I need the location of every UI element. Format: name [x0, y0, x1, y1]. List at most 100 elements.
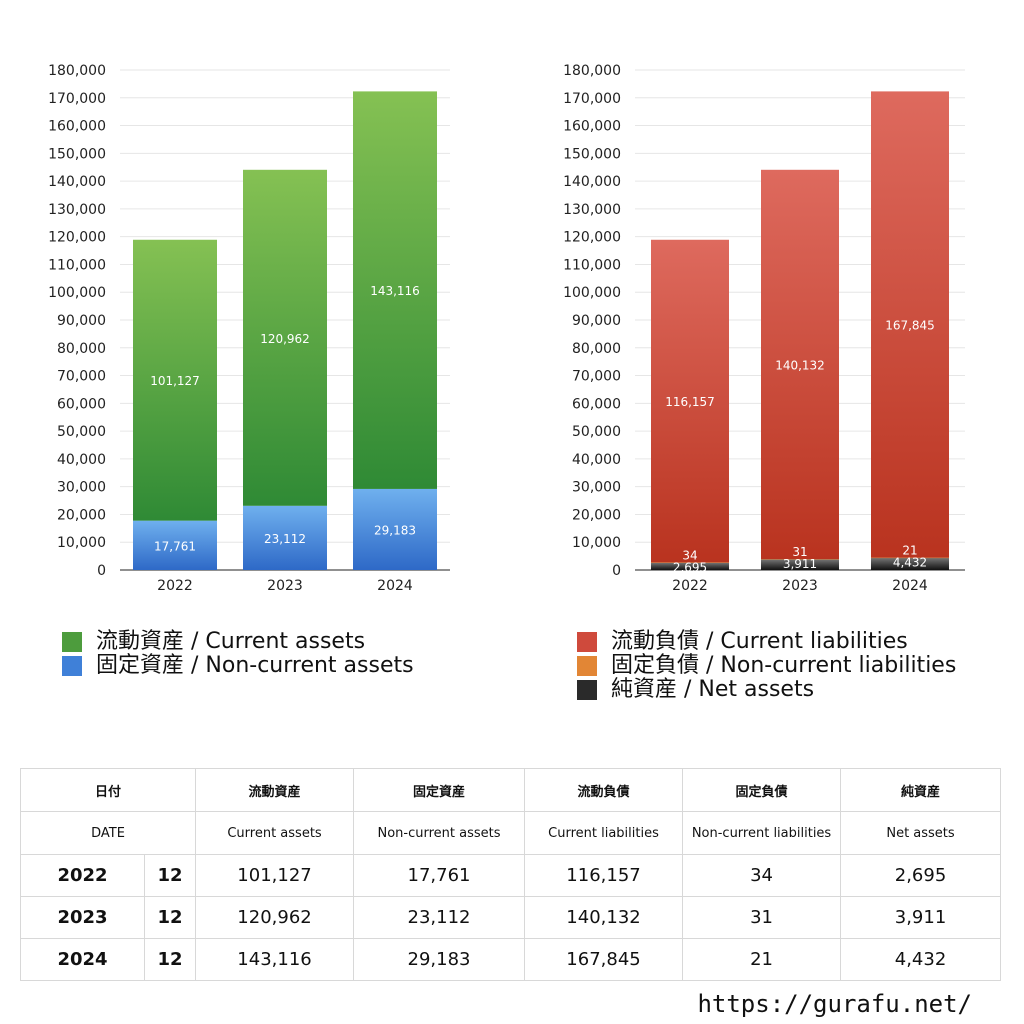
data-label: 21	[902, 544, 917, 558]
legend-item-non-current-liabilities: 固定負債 / Non-current liabilities	[577, 654, 956, 678]
y-tick-label: 30,000	[572, 480, 621, 496]
table-row: 2022 12 101,127 17,761 116,157 34 2,695	[20, 854, 1002, 897]
legend-swatch	[577, 632, 597, 652]
y-tick-label: 70,000	[57, 369, 106, 385]
y-tick-label: 30,000	[57, 480, 106, 496]
y-tick-label: 100,000	[563, 285, 621, 301]
legend-item-current-liabilities: 流動負債 / Current liabilities	[577, 630, 956, 654]
data-label: 143,116	[370, 284, 420, 298]
row-month: 12	[143, 854, 197, 897]
header-current-assets-en: Current assets	[195, 811, 355, 855]
cell-current-liabilities: 167,845	[524, 938, 684, 981]
bar-segment	[871, 557, 949, 559]
data-label: 101,127	[150, 374, 200, 388]
x-tick-label: 2022	[157, 578, 193, 594]
liabilities-chart: 0 10,000 20,000 30,000 40,000 50,000 60,000 70,…	[563, 63, 965, 594]
y-tick-label: 50,000	[572, 424, 621, 440]
y-tick-label: 10,000	[57, 535, 106, 551]
y-tick-label: 40,000	[572, 452, 621, 468]
data-label: 34	[682, 548, 697, 562]
header-current-assets-jp: 流動資産	[195, 768, 355, 812]
data-label: 3,911	[783, 557, 817, 571]
table-header-jp: 日付 流動資産 固定資産 流動負債 固定負債 純資産	[19, 768, 1002, 812]
y-tick-label: 170,000	[563, 91, 621, 107]
y-tick-label: 80,000	[572, 341, 621, 357]
data-label: 2,695	[673, 561, 707, 575]
cell-current-liabilities: 140,132	[524, 896, 684, 939]
bar-segment	[761, 169, 839, 560]
cell-net-assets: 4,432	[840, 938, 1002, 981]
legend-item-current-assets: 流動資産 / Current assets	[62, 630, 414, 654]
y-tick-label: 10,000	[572, 535, 621, 551]
header-current-liabilities-en: Current liabilities	[524, 811, 684, 855]
cell-non-current-liabilities: 34	[682, 854, 842, 897]
cell-current-assets: 101,127	[195, 854, 355, 897]
legend-label: 固定負債 / Non-current liabilities	[611, 653, 957, 678]
header-date-en: DATE	[19, 811, 197, 855]
assets-chart: 0 10,000 20,000 30,000 40,000 50,000 60,000 70,…	[48, 63, 450, 594]
header-net-assets-en: Net assets	[840, 811, 1002, 855]
data-label: 29,183	[374, 523, 416, 537]
y-tick-label: 110,000	[48, 257, 106, 273]
charts-canvas: 0 10,000 20,000 30,000 40,000 50,000 60,000 70,…	[48, 63, 965, 594]
data-label: 17,761	[154, 539, 196, 553]
legend-label: 流動負債 / Current liabilities	[611, 629, 908, 654]
header-non-current-assets-en: Non-current assets	[353, 811, 526, 855]
y-tick-label: 70,000	[572, 369, 621, 385]
row-month: 12	[143, 938, 197, 981]
row-year: 2024	[20, 938, 145, 981]
data-label: 116,157	[665, 395, 715, 409]
x-tick-label: 2024	[377, 578, 413, 594]
bar-segment	[871, 557, 949, 570]
bar-segment	[133, 239, 217, 521]
cell-non-current-liabilities: 31	[682, 896, 842, 939]
legend-swatch	[62, 632, 82, 652]
data-label: 4,432	[893, 556, 927, 570]
data-label: 140,132	[775, 358, 825, 372]
cell-current-liabilities: 116,157	[524, 854, 684, 897]
y-tick-label: 90,000	[57, 313, 106, 329]
header-net-assets-jp: 純資産	[840, 768, 1002, 812]
legend-label: 流動資産 / Current assets	[96, 629, 366, 654]
y-tick-label: 160,000	[563, 119, 621, 135]
x-tick-label: 2022	[672, 578, 708, 594]
row-month: 12	[143, 896, 197, 939]
cell-non-current-assets: 17,761	[353, 854, 526, 897]
y-tick-label: 140,000	[48, 174, 106, 190]
legend-swatch	[62, 656, 82, 676]
bar-segment	[651, 239, 729, 563]
y-tick-label: 20,000	[57, 507, 106, 523]
liabilities-legend: 流動負債 / Current liabilities 固定負債 / Non-cu…	[577, 630, 956, 702]
balance-sheet-table: 日付 流動資産 固定資産 流動負債 固定負債 純資産 DATE Current …	[19, 768, 1002, 981]
x-tick-label: 2023	[782, 578, 818, 594]
row-year: 2022	[20, 854, 145, 897]
y-tick-label: 150,000	[48, 146, 106, 162]
header-non-current-assets-jp: 固定資産	[353, 768, 526, 812]
cell-non-current-liabilities: 21	[682, 938, 842, 981]
data-label: 23,112	[264, 532, 306, 546]
cell-non-current-assets: 29,183	[353, 938, 526, 981]
y-tick-label: 90,000	[572, 313, 621, 329]
table-header-en: DATE Current assets Non-current assets C…	[19, 811, 1002, 855]
data-label: 120,962	[260, 332, 310, 346]
y-tick-label: 150,000	[563, 146, 621, 162]
y-tick-label: 0	[97, 563, 106, 579]
cell-non-current-assets: 23,112	[353, 896, 526, 939]
bar-segment	[761, 559, 839, 570]
y-tick-label: 130,000	[563, 202, 621, 218]
legend-swatch	[577, 656, 597, 676]
y-tick-label: 170,000	[48, 91, 106, 107]
y-tick-label: 130,000	[48, 202, 106, 218]
data-label: 167,845	[885, 319, 935, 333]
bar-segment	[243, 505, 327, 570]
legend-item-non-current-assets: 固定資産 / Non-current assets	[62, 654, 414, 678]
site-url: https://gurafu.net/	[697, 990, 972, 1018]
row-year: 2023	[20, 896, 145, 939]
bar-segment	[651, 562, 729, 563]
header-current-liabilities-jp: 流動負債	[524, 768, 684, 812]
y-tick-label: 60,000	[572, 396, 621, 412]
table-row: 2023 12 120,962 23,112 140,132 31 3,911	[20, 896, 1002, 939]
x-tick-label: 2024	[892, 578, 928, 594]
legend-label: 固定資産 / Non-current assets	[96, 653, 414, 678]
y-tick-label: 80,000	[57, 341, 106, 357]
